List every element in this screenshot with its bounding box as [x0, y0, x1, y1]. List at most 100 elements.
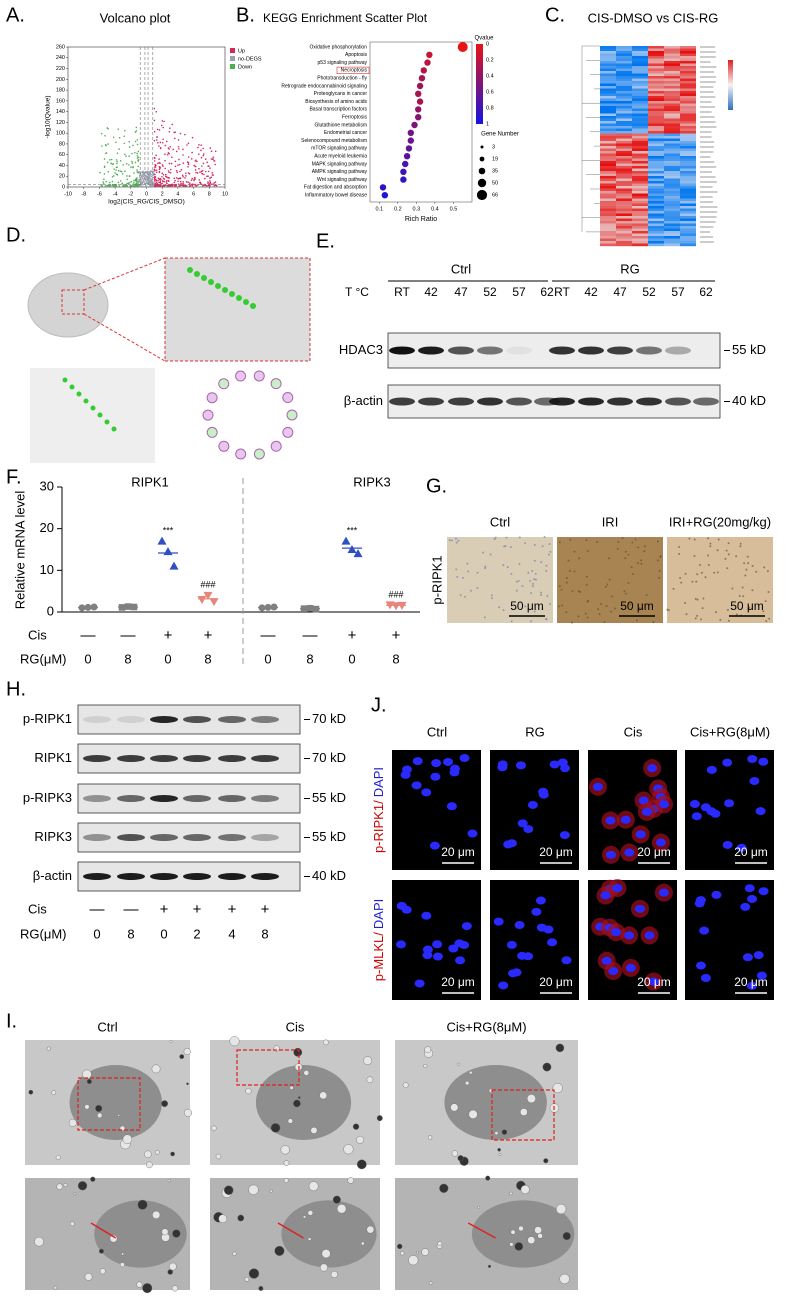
heat-cell: [632, 51, 648, 54]
group-label: RG: [620, 261, 640, 276]
decor-point: [148, 172, 151, 175]
decor-point: [114, 172, 116, 174]
heat-cell: [680, 181, 696, 184]
band: [549, 397, 575, 406]
decor-point: [210, 150, 213, 153]
column-label: IRI: [602, 514, 619, 529]
decor-point: [169, 145, 172, 148]
heat-cell: [648, 91, 664, 94]
dapi-nucleus: [605, 816, 616, 825]
band: [636, 397, 662, 406]
point: [264, 603, 272, 611]
decor-point: [157, 179, 159, 182]
heat-cell: [648, 48, 664, 52]
decor-point: [105, 152, 108, 154]
organelle: [494, 1131, 499, 1136]
heat-cell: [680, 206, 696, 209]
decor-point: [135, 183, 138, 186]
heat-cell: [616, 201, 632, 204]
heat-cell: [632, 113, 648, 117]
pathway-label: Fat digestion and absorption: [304, 185, 367, 191]
heat-cell: [664, 231, 680, 234]
nucleus: [462, 576, 465, 579]
organelle: [167, 1179, 171, 1183]
heat-cell: [616, 131, 632, 134]
nucleus: [624, 550, 627, 553]
band: [150, 795, 178, 802]
heat-cell: [632, 91, 648, 94]
ligand-atom: [76, 391, 82, 397]
organelle: [402, 1082, 409, 1088]
point: [341, 536, 351, 545]
nucleus: [717, 538, 720, 541]
decor-point: [135, 181, 138, 183]
pathway-label: Ferroptosis: [342, 115, 368, 121]
nucleus: [518, 536, 521, 539]
heat-cell: [616, 48, 632, 52]
heat-cell: [600, 103, 616, 107]
heat-cell: [664, 163, 680, 167]
nucleus: [640, 559, 643, 562]
heat-cell: [648, 176, 664, 179]
nucleus: [546, 594, 549, 597]
nucleus: [666, 608, 669, 611]
residue: [235, 370, 247, 382]
decor-point: [187, 163, 190, 166]
heat-cell: [632, 116, 648, 119]
organelle: [270, 1123, 281, 1133]
heat-cell: [680, 88, 696, 92]
decor-point: [207, 184, 210, 186]
band: [117, 834, 145, 841]
heat-cell: [664, 198, 680, 202]
decor-point: [116, 162, 118, 165]
heat-cell: [680, 71, 696, 74]
band: [117, 755, 145, 762]
heat-cell: [616, 226, 632, 229]
decor-point: [175, 177, 178, 179]
dapi-nucleus: [625, 963, 636, 972]
decor-point: [111, 180, 114, 183]
x-tick-label: -4: [113, 191, 118, 197]
colorbar: [728, 60, 733, 110]
heat-cell: [680, 201, 696, 204]
heat-cell: [680, 111, 696, 114]
pathway-label: Oxidative phosphorylation: [309, 44, 367, 50]
scale-label: 20 μm: [539, 845, 573, 859]
heat-cell: [680, 178, 696, 182]
heat-cell: [680, 143, 696, 147]
heat-cell: [664, 51, 680, 54]
nucleus: [585, 583, 588, 586]
x-tick-label: 2: [161, 191, 164, 197]
heat-cell: [664, 193, 680, 197]
heat-cell: [632, 81, 648, 84]
decor-point: [185, 181, 188, 183]
heat-cell: [616, 231, 632, 234]
bubble: [424, 59, 431, 66]
organelle: [99, 1248, 104, 1254]
heat-cell: [680, 241, 696, 244]
heat-cell: [680, 126, 696, 129]
organelle: [34, 1236, 44, 1247]
decor-point: [195, 171, 197, 174]
heat-cell: [632, 206, 648, 209]
heat-cell: [648, 131, 664, 134]
nucleus: [586, 549, 589, 552]
decor-point: [168, 130, 171, 133]
band: [418, 346, 444, 355]
decor-point: [126, 182, 128, 185]
heat-cell: [648, 58, 664, 62]
heat-cell: [648, 188, 664, 192]
decor-point: [131, 162, 134, 164]
gene-label-line: [700, 106, 715, 108]
legend-swatch: [230, 56, 235, 61]
decor-point: [211, 158, 214, 161]
heat-cell: [664, 218, 680, 222]
heat-cell: [632, 183, 648, 187]
organelle: [352, 1123, 360, 1130]
decor-point: [144, 176, 146, 178]
decor-point: [145, 184, 147, 187]
decor-point: [161, 175, 163, 178]
organelle: [451, 1150, 458, 1157]
decor-point: [194, 178, 196, 180]
decor-point: [153, 157, 156, 159]
